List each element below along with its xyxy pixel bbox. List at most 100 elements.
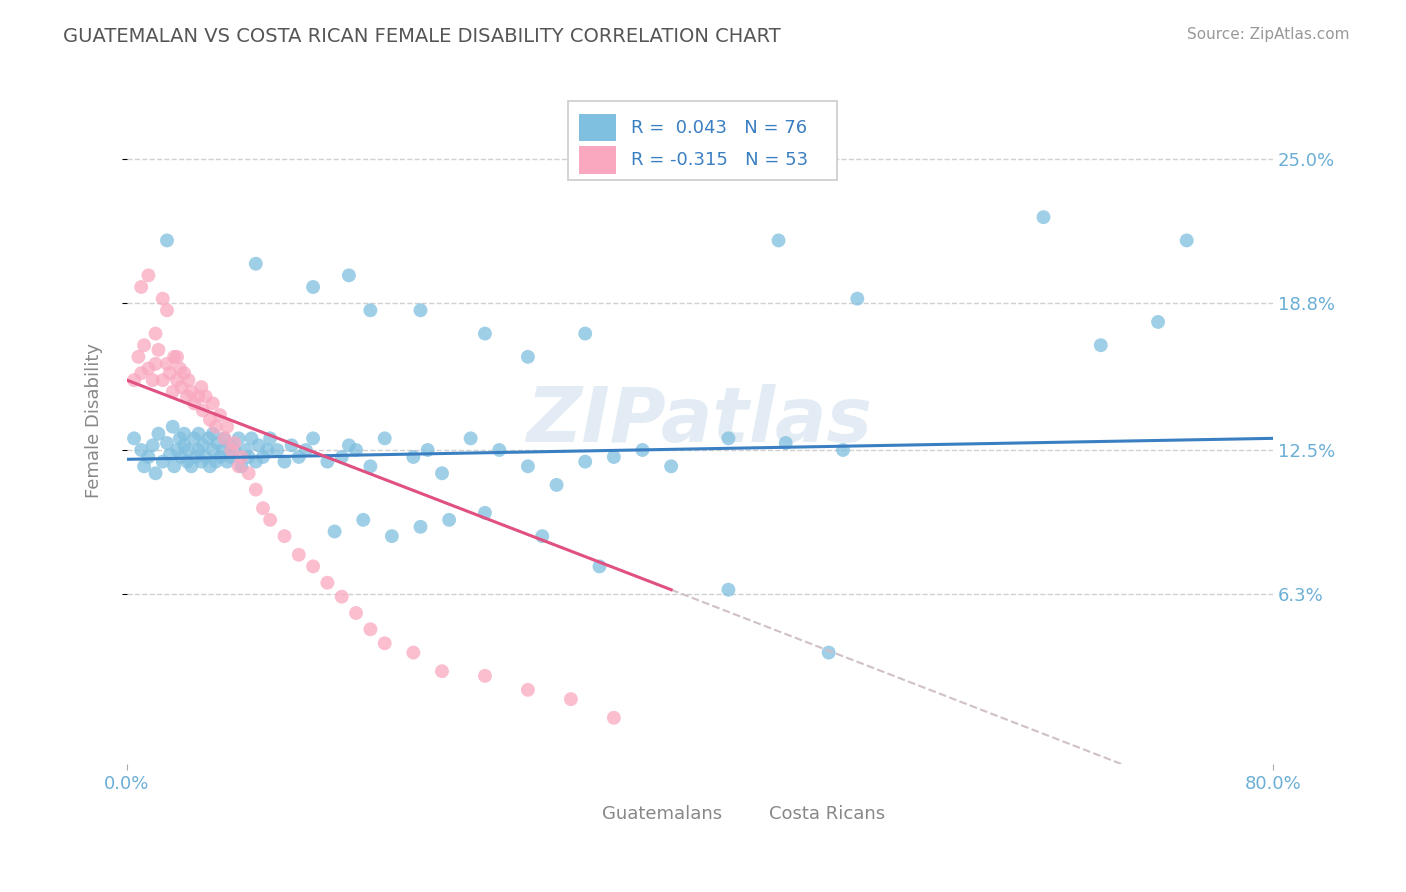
Point <box>176 389 198 403</box>
Point <box>323 524 346 539</box>
Point <box>330 450 353 464</box>
Point <box>198 413 221 427</box>
Point <box>170 380 193 394</box>
Point <box>531 529 554 543</box>
Point <box>217 455 239 469</box>
Point <box>256 442 278 457</box>
Point <box>344 606 367 620</box>
Point <box>198 459 221 474</box>
Point <box>287 450 309 464</box>
Point <box>214 431 236 445</box>
FancyBboxPatch shape <box>568 102 837 180</box>
Y-axis label: Female Disability: Female Disability <box>86 343 103 499</box>
Point <box>488 442 510 457</box>
Point <box>402 646 425 660</box>
Point <box>381 529 404 543</box>
Point <box>152 373 174 387</box>
Point <box>287 548 309 562</box>
Point <box>173 438 195 452</box>
Point <box>201 396 224 410</box>
Point <box>204 419 226 434</box>
Point <box>162 419 184 434</box>
Point <box>330 590 353 604</box>
Point <box>437 513 460 527</box>
Point <box>152 455 174 469</box>
Point <box>295 442 318 457</box>
Point <box>516 350 538 364</box>
Point <box>197 431 219 445</box>
Point <box>402 450 425 464</box>
Point <box>187 389 209 403</box>
Point <box>129 366 152 380</box>
Point <box>374 431 396 445</box>
Point <box>212 442 235 457</box>
Point <box>252 501 274 516</box>
Point <box>132 459 155 474</box>
Point <box>194 450 217 464</box>
Point <box>187 426 209 441</box>
Point <box>221 442 243 457</box>
Point <box>659 459 682 474</box>
Point <box>245 455 267 469</box>
Text: Costa Ricans: Costa Ricans <box>769 805 884 823</box>
Point <box>240 431 263 445</box>
Point <box>717 582 740 597</box>
Point <box>832 442 855 457</box>
Point <box>184 450 207 464</box>
Bar <box>568 805 596 825</box>
Point <box>205 436 228 450</box>
Point <box>409 303 432 318</box>
Point <box>142 373 165 387</box>
Point <box>159 366 181 380</box>
Point <box>359 303 381 318</box>
Point <box>416 442 439 457</box>
Point <box>180 384 202 399</box>
Point <box>266 442 288 457</box>
Point <box>344 442 367 457</box>
Point <box>409 520 432 534</box>
Point <box>316 575 339 590</box>
Point <box>183 431 205 445</box>
Point <box>252 450 274 464</box>
Point <box>302 559 325 574</box>
Point <box>127 350 149 364</box>
Point <box>474 506 496 520</box>
Point <box>132 338 155 352</box>
Bar <box>579 146 616 174</box>
Point <box>460 431 482 445</box>
Point <box>231 450 253 464</box>
Point <box>474 669 496 683</box>
Text: R =  0.043   N = 76: R = 0.043 N = 76 <box>631 119 807 136</box>
Point <box>516 459 538 474</box>
Point <box>775 436 797 450</box>
Point <box>148 426 170 441</box>
Point <box>138 450 160 464</box>
Point <box>214 431 236 445</box>
Text: R = -0.315   N = 53: R = -0.315 N = 53 <box>631 151 808 169</box>
Text: ZIPatlas: ZIPatlas <box>527 384 873 458</box>
Point <box>170 450 193 464</box>
Point <box>187 442 209 457</box>
Point <box>273 455 295 469</box>
Point <box>201 426 224 441</box>
Point <box>846 292 869 306</box>
Point <box>162 384 184 399</box>
Point <box>173 366 195 380</box>
Point <box>201 442 224 457</box>
Point <box>359 622 381 636</box>
Point <box>430 467 453 481</box>
Point <box>374 636 396 650</box>
Point <box>166 350 188 364</box>
Point <box>259 431 281 445</box>
Point <box>156 436 179 450</box>
Point <box>588 559 610 574</box>
Point <box>129 442 152 457</box>
Point <box>574 326 596 341</box>
Point <box>228 459 250 474</box>
Point <box>603 711 626 725</box>
Point <box>247 438 270 452</box>
Point <box>152 292 174 306</box>
Point <box>156 303 179 318</box>
Bar <box>734 805 763 825</box>
Point <box>516 682 538 697</box>
